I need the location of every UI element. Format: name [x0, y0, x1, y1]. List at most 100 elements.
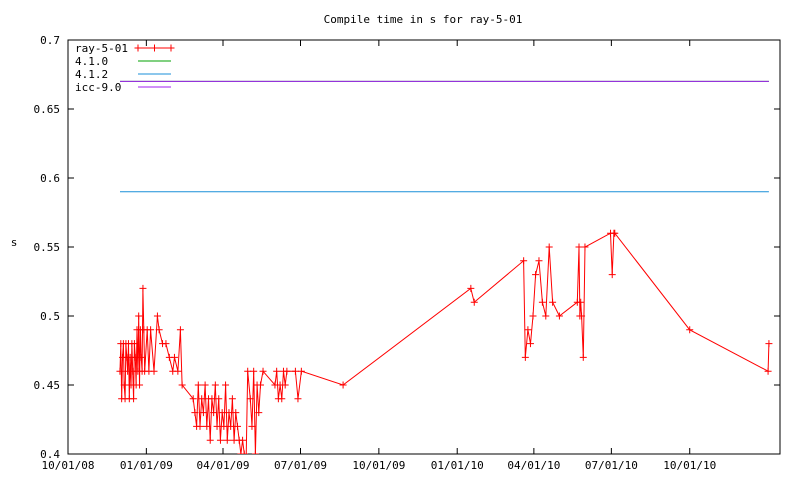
data-point-0-61 [218, 409, 226, 417]
x-tick-label-2: 04/01/09 [197, 459, 250, 472]
data-point-0-119 [608, 271, 616, 279]
data-point-0-99 [520, 257, 528, 265]
data-point-0-18 [131, 353, 139, 361]
data-point-0-76 [244, 367, 252, 375]
data-point-0-103 [529, 312, 537, 320]
y-axis-label: s [11, 236, 18, 249]
data-point-0-66 [227, 422, 235, 430]
data-point-0-42 [176, 326, 184, 334]
data-point-0-98 [470, 298, 478, 306]
axes: 0.4 0.45 0.5 0.55 0.6 0.65 0.7 10/01/08 01/01/09… [34, 34, 780, 472]
data-point-0-122 [686, 326, 694, 334]
data-point-0-95 [297, 367, 305, 375]
data-point-0-93 [291, 367, 299, 375]
data-point-0-77 [246, 395, 254, 403]
data-point-0-58 [213, 422, 221, 430]
data-point-0-16 [130, 395, 138, 403]
data-point-0-65 [225, 409, 233, 417]
data-point-0-82 [255, 409, 263, 417]
x-tick-label-5: 01/01/10 [431, 459, 484, 472]
data-point-0-56 [210, 409, 218, 417]
data-point-0-70 [233, 422, 241, 430]
data-point-0-92 [283, 367, 291, 375]
legend-marker-0-2 [167, 44, 175, 52]
y-tick-label-6: 0.7 [40, 34, 60, 47]
chart-title: Compile time in s for ray-5-01 [324, 13, 523, 26]
data-point-0-22 [135, 312, 143, 320]
data-point-0-25 [137, 353, 145, 361]
data-point-0-74 [240, 450, 248, 454]
data-point-0-55 [208, 395, 216, 403]
data-point-0-89 [278, 395, 286, 403]
y-tick-label-4: 0.6 [40, 172, 60, 185]
data-point-0-123 [764, 367, 772, 375]
data-point-0-72 [237, 450, 245, 454]
x-tick-label-3: 07/01/09 [274, 459, 327, 472]
data-point-0-32 [147, 326, 155, 334]
data-point-0-37 [162, 340, 170, 348]
legend-marker-0-1 [151, 44, 158, 52]
y-tick-label-5: 0.65 [34, 103, 61, 116]
data-point-0-45 [191, 409, 199, 417]
data-point-0-40 [170, 353, 178, 361]
data-point-0-44 [189, 395, 197, 403]
series-layer [116, 80, 773, 454]
data-point-0-43 [178, 381, 186, 389]
y-tick-label-0: 0.4 [40, 448, 60, 461]
data-point-0-86 [273, 367, 281, 375]
data-point-0-17 [130, 340, 138, 348]
data-point-0-83 [256, 381, 264, 389]
data-point-0-124 [765, 340, 773, 348]
y-tick-label-3: 0.55 [34, 241, 61, 254]
x-tick-label-1: 01/01/09 [120, 459, 173, 472]
data-point-0-60 [216, 436, 224, 444]
data-point-0-63 [222, 381, 230, 389]
data-point-0-5 [120, 381, 128, 389]
data-point-0-57 [211, 381, 219, 389]
data-point-0-54 [206, 436, 214, 444]
data-point-0-78 [248, 422, 256, 430]
data-point-0-79 [250, 367, 258, 375]
x-tick-label-8: 10/01/10 [663, 459, 716, 472]
data-point-0-114 [577, 298, 585, 306]
data-point-0-47 [194, 381, 202, 389]
data-point-0-51 [201, 381, 209, 389]
data-point-0-108 [545, 243, 553, 251]
data-point-0-100 [521, 353, 529, 361]
x-tick-label-0: 10/01/08 [42, 459, 95, 472]
x-tick-label-6: 04/01/10 [507, 459, 560, 472]
data-point-0-35 [155, 326, 163, 334]
data-point-0-101 [524, 326, 532, 334]
data-point-0-107 [542, 312, 550, 320]
data-point-0-96 [339, 381, 347, 389]
data-point-0-50 [199, 409, 207, 417]
data-point-0-106 [538, 298, 546, 306]
data-point-0-102 [526, 340, 534, 348]
data-point-0-97 [467, 284, 475, 292]
data-point-0-109 [549, 298, 557, 306]
data-point-0-73 [239, 436, 247, 444]
data-point-0-115 [578, 312, 586, 320]
legend-label-1: 4.1.0 [75, 55, 108, 68]
data-point-0-105 [535, 257, 543, 265]
data-point-0-91 [281, 381, 289, 389]
data-point-0-94 [294, 395, 302, 403]
series-ray-5-01 [116, 229, 773, 454]
y-tick-label-1: 0.45 [34, 379, 61, 392]
data-point-0-104 [532, 271, 540, 279]
data-point-0-59 [215, 395, 223, 403]
data-point-0-117 [581, 243, 589, 251]
data-point-0-23 [136, 381, 144, 389]
legend-label-2: 4.1.2 [75, 68, 108, 81]
x-tick-label-7: 07/01/10 [585, 459, 638, 472]
plot-frame [67, 39, 781, 455]
data-point-0-80 [251, 450, 259, 454]
data-point-0-49 [198, 395, 206, 403]
legend-marker-0-0 [134, 44, 142, 52]
data-point-0-33 [150, 367, 158, 375]
data-point-0-62 [220, 422, 228, 430]
y-tick-label-2: 0.5 [40, 310, 60, 323]
data-point-0-27 [139, 284, 147, 292]
data-point-0-67 [228, 395, 236, 403]
